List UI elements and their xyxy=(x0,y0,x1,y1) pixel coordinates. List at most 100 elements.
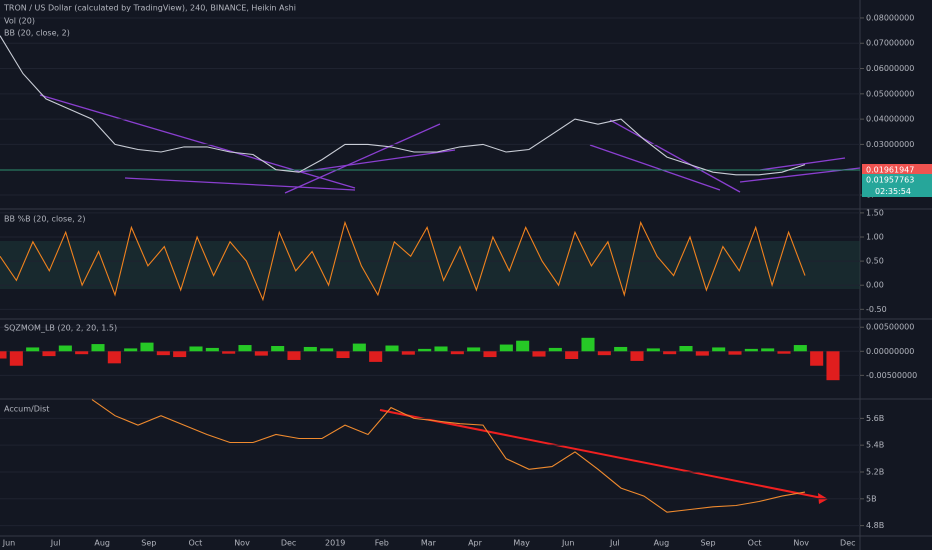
y-tick-label: 0.04000000 xyxy=(866,115,914,124)
bar xyxy=(140,342,154,352)
y-tick-label: 4.8B xyxy=(866,521,884,530)
bb-band xyxy=(0,241,860,289)
bar xyxy=(793,345,807,352)
y-tick-label: 0.00500000 xyxy=(866,323,914,332)
bar xyxy=(75,351,89,355)
x-tick-label: Feb xyxy=(375,539,389,548)
bar xyxy=(222,351,236,354)
y-tick-label: 0.07000000 xyxy=(866,39,914,48)
price-tag xyxy=(862,174,932,186)
bar xyxy=(418,348,432,352)
y-tick-label: -0.50 xyxy=(866,305,887,314)
y-tick-label: 0.50 xyxy=(866,257,884,266)
x-tick-label: 2019 xyxy=(325,539,345,548)
x-tick-label: Nov xyxy=(234,539,250,548)
timer-label: 02:35:54 xyxy=(875,187,911,196)
y-tick-label: 0.00000000 xyxy=(866,347,914,356)
bar xyxy=(26,347,40,352)
x-tick-label: Apr xyxy=(468,539,483,548)
bar xyxy=(205,347,219,352)
bar xyxy=(450,351,464,355)
y-tick-label: 5.4B xyxy=(866,441,884,450)
line xyxy=(0,220,806,302)
bar xyxy=(173,351,187,358)
indicator-title: SQZMOM_LB (20, 2, 20, 1.5) xyxy=(4,324,117,333)
x-tick-label: May xyxy=(513,539,530,548)
x-tick-label: Oct xyxy=(748,539,762,548)
x-tick-label: Aug xyxy=(654,539,670,548)
trendlines xyxy=(39,94,861,194)
x-tick-label: Sep xyxy=(141,539,156,548)
bar xyxy=(303,346,317,352)
bar xyxy=(238,345,252,352)
y-tick-label: 0.05000000 xyxy=(866,89,914,98)
bar xyxy=(826,351,840,381)
bar xyxy=(124,348,138,352)
bar xyxy=(271,346,285,352)
y-tick-label: 0.03000000 xyxy=(866,140,914,149)
bar xyxy=(777,351,791,354)
y-tick-label: 0.00 xyxy=(866,281,884,290)
chart-title: TRON / US Dollar (calculated by TradingV… xyxy=(3,4,296,13)
x-tick-label: Jun xyxy=(561,539,575,548)
x-tick-label: Oct xyxy=(188,539,202,548)
x-tick-label: Jun xyxy=(2,539,16,548)
bar xyxy=(646,348,660,352)
x-tick-label: Nov xyxy=(793,539,809,548)
bar xyxy=(532,351,546,357)
bar xyxy=(483,351,497,358)
bar xyxy=(91,344,105,352)
price-tag-label: 0.01961947 xyxy=(866,166,914,175)
y-tick-label: 1.50 xyxy=(866,208,884,217)
indicator-title: BB (20, close, 2) xyxy=(4,29,70,38)
x-tick-label: Dec xyxy=(840,539,855,548)
bar xyxy=(336,351,350,359)
y-tick-label: 0.06000000 xyxy=(866,64,914,73)
y-tick-label: 1.00 xyxy=(866,233,884,242)
x-tick-label: Aug xyxy=(94,539,110,548)
indicator-title: Accum/Dist xyxy=(4,405,49,414)
bar xyxy=(0,351,7,359)
bar xyxy=(320,348,334,352)
bar xyxy=(630,351,644,361)
y-tick-label: 5B xyxy=(866,494,877,503)
bar xyxy=(369,351,383,362)
x-tick-label: Mar xyxy=(421,539,437,548)
x-tick-label: Jul xyxy=(609,539,620,548)
bar xyxy=(9,351,23,366)
x-tick-label: Dec xyxy=(281,539,296,548)
bar xyxy=(254,351,268,356)
bar xyxy=(548,347,562,352)
ad-trendline xyxy=(379,409,823,499)
line xyxy=(0,35,806,176)
bar xyxy=(467,347,481,352)
bar xyxy=(58,345,72,352)
bar xyxy=(663,351,677,355)
y-tick-label: 5.6B xyxy=(866,414,884,423)
bar xyxy=(189,346,203,352)
bar xyxy=(712,347,726,352)
y-tick-label: -0.00500000 xyxy=(866,371,917,380)
bar xyxy=(499,344,513,352)
y-tick-label: 0.08000000 xyxy=(866,13,914,22)
x-tick-label: Sep xyxy=(700,539,715,548)
timer-tag xyxy=(862,186,932,197)
bar xyxy=(597,351,611,356)
bar xyxy=(287,351,301,360)
indicator-title: BB %B (20, close, 2) xyxy=(4,215,85,224)
bar xyxy=(385,345,399,352)
bar xyxy=(614,346,628,352)
indicator-title: Vol (20) xyxy=(4,17,35,26)
x-tick-label: Jul xyxy=(50,539,61,548)
bar xyxy=(156,351,170,356)
bar xyxy=(810,351,824,366)
bar xyxy=(107,351,121,364)
bar xyxy=(565,351,579,359)
price-tag-label: 0.01957763 xyxy=(866,176,914,185)
y-tick-label: 5.2B xyxy=(866,467,884,476)
bar xyxy=(401,351,415,355)
bar xyxy=(761,348,775,352)
bar xyxy=(581,337,595,352)
price-tag xyxy=(862,164,932,176)
